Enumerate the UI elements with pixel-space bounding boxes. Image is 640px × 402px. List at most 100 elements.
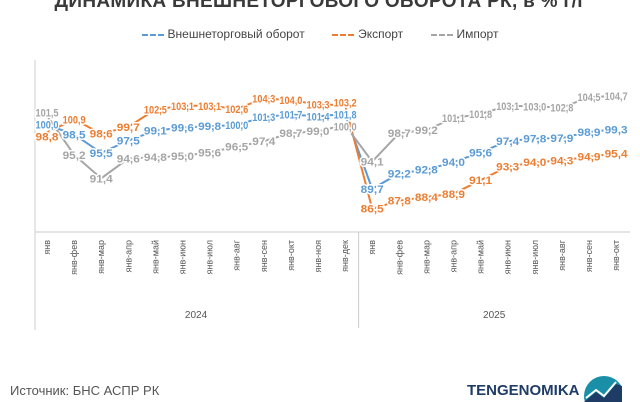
data-label: 101,7	[279, 109, 302, 121]
legend-swatch	[430, 33, 453, 36]
data-label: 97,9	[550, 133, 573, 145]
legend-item-export: Экспорт	[332, 27, 403, 41]
series-line-1	[46, 97, 617, 210]
legend-label: Импорт	[456, 27, 499, 41]
data-label: 94,1	[361, 157, 384, 169]
data-label: 87,8	[388, 196, 411, 208]
data-label: 100,0	[334, 122, 357, 134]
x-tick-label: янв-май	[476, 240, 486, 274]
data-label: 98,7	[388, 128, 411, 140]
data-label: 95,6	[198, 147, 221, 159]
data-label: 89,7	[361, 184, 384, 196]
source-note: Источник: БНС АСПР РК	[10, 383, 160, 398]
data-label: 88,9	[442, 189, 465, 201]
data-label: 101,4	[307, 111, 331, 123]
data-label: 95,2	[63, 150, 86, 162]
data-label: 99,1	[144, 126, 167, 138]
data-label: 102,8	[550, 103, 573, 115]
data-label: 92,8	[415, 165, 438, 177]
x-tick-label: янв	[367, 240, 377, 255]
data-label: 96,5	[225, 142, 248, 154]
data-label: 94,8	[144, 152, 167, 164]
legend-swatch	[332, 33, 355, 36]
x-tick-label: янв-апр	[123, 240, 133, 273]
x-tick-label: янв-июл	[205, 240, 215, 274]
data-label: 102,5	[144, 105, 167, 117]
data-label: 99,7	[117, 122, 140, 134]
data-label: 88,4	[415, 192, 439, 204]
x-tick-label: янв-окт	[611, 240, 621, 271]
data-label: 100,9	[63, 114, 86, 126]
data-label: 103,1	[171, 101, 194, 113]
data-label: 101,5	[36, 107, 59, 119]
data-label: 101,8	[334, 110, 357, 122]
data-label: 99,3	[605, 124, 628, 136]
data-label: 86,5	[361, 204, 384, 216]
data-label: 104,7	[605, 91, 628, 103]
data-label: 93,3	[496, 162, 519, 174]
data-label: 101,8	[469, 109, 492, 121]
legend-label: Экспорт	[358, 27, 404, 41]
x-tick-label: янв-сен	[259, 240, 269, 272]
x-tick-label: янв-дек	[340, 240, 350, 272]
data-label: 101,3	[252, 112, 275, 124]
data-label: 103,0	[523, 101, 546, 113]
x-tick-label: янв-авг	[232, 239, 242, 270]
data-label: 103,1	[198, 101, 221, 113]
x-tick-label: янв-сен	[584, 240, 594, 272]
data-label: 104,3	[252, 93, 275, 105]
data-label: 98,8	[36, 131, 59, 143]
x-tick-label: янв	[42, 240, 52, 255]
legend: Внешнеторговый оборот Экспорт Импорт	[0, 27, 640, 41]
x-tick-label: янв-июн	[503, 240, 513, 274]
data-label: 91,4	[90, 173, 114, 185]
data-label: 95,0	[171, 151, 194, 163]
x-tick-label: янв-июн	[178, 240, 188, 274]
chart-title: ДИНАМИКА ВНЕШНЕТОРГОВОГО ОБОРОТА РК, в %…	[54, 0, 586, 12]
data-label: 97,4	[496, 136, 520, 148]
x-tick-label: янв-май	[150, 240, 160, 274]
data-label: 95,4	[605, 149, 629, 161]
data-label: 94,3	[550, 155, 573, 167]
x-tick-label: янв-ноя	[313, 240, 323, 273]
data-label: 98,9	[578, 127, 601, 139]
data-label: 104,5	[578, 92, 601, 104]
data-label: 102,6	[225, 104, 248, 116]
data-label: 91,1	[469, 175, 492, 187]
data-label: 94,6	[117, 153, 140, 165]
legend-item-turnover: Внешнеторговый оборот	[141, 27, 305, 41]
data-label: 97,8	[523, 134, 546, 146]
year-label: 2024	[185, 310, 208, 321]
x-tick-label: янв-мар	[421, 240, 431, 274]
legend-label: Внешнеторговый оборот	[167, 27, 305, 41]
data-label: 103,2	[334, 98, 357, 110]
data-label: 101,1	[442, 113, 465, 125]
data-label: 98,7	[279, 128, 302, 140]
data-label: 94,0	[442, 157, 465, 169]
x-tick-label: янв-окт	[286, 240, 296, 271]
data-label: 94,0	[523, 157, 546, 169]
data-label: 99,0	[307, 126, 330, 138]
legend-swatch	[141, 33, 164, 36]
data-label: 100,0	[36, 119, 59, 131]
data-label: 98,6	[90, 129, 113, 141]
legend-item-import: Импорт	[430, 27, 499, 41]
data-label: 99,6	[171, 122, 194, 134]
x-tick-label: янв-апр	[449, 240, 459, 273]
data-label: 92,2	[388, 168, 411, 180]
brand-logo-text: TENGENOMIKA	[467, 382, 580, 399]
series-line-2	[46, 94, 617, 180]
x-tick-label: янв-июл	[530, 240, 540, 274]
series-line-0	[46, 112, 617, 191]
data-label: 98,5	[63, 129, 86, 141]
year-label: 2025	[483, 310, 506, 321]
x-tick-label: янв-мар	[96, 240, 106, 274]
data-label: 94,9	[578, 152, 601, 164]
data-label: 100,0	[225, 120, 248, 132]
data-label: 97,5	[117, 136, 140, 148]
data-label: 95,5	[90, 148, 113, 160]
data-label: 99,8	[198, 121, 221, 133]
data-label: 103,3	[307, 99, 330, 111]
data-label: 104,0	[279, 95, 302, 107]
